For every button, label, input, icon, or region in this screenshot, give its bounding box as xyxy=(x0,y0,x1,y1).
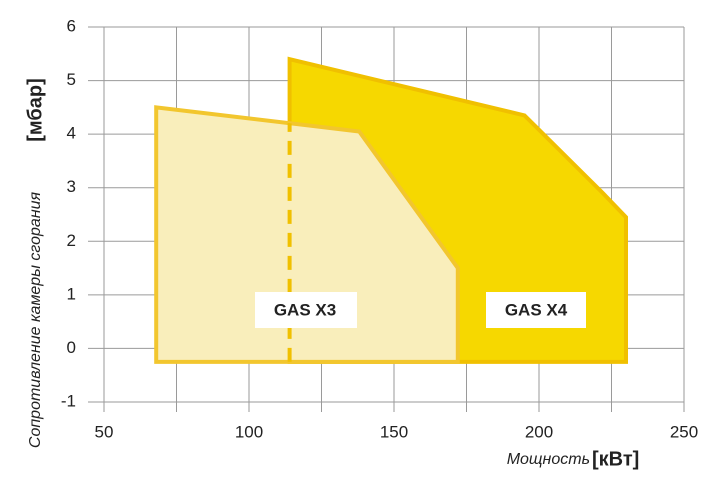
x-tick-label: 250 xyxy=(670,422,698,441)
x-axis-unit: [кВт] xyxy=(592,448,639,470)
x-tick-label: 50 xyxy=(95,422,114,441)
x-tick-label: 200 xyxy=(525,422,553,441)
x-axis-label: Мощность xyxy=(507,451,590,468)
x-tick-label: 100 xyxy=(235,422,263,441)
label-box xyxy=(255,292,357,328)
series-label: GAS X4 xyxy=(505,300,568,319)
y-tick-label: 2 xyxy=(67,231,76,250)
y-tick-label: -1 xyxy=(61,391,76,410)
marks: GAS X3 GAS X4 xyxy=(154,56,628,364)
y-tick-label: 3 xyxy=(67,177,76,196)
y-axis-unit: [мбар] xyxy=(24,78,46,142)
y-tick-label: 4 xyxy=(67,124,76,143)
y-tick-label: 5 xyxy=(67,70,76,89)
y-tick-label: 1 xyxy=(67,284,76,303)
y-axis-label: Сопротивление камеры сгорания xyxy=(27,191,44,448)
label-box xyxy=(486,292,586,328)
y-tick-label: 0 xyxy=(67,338,76,357)
area xyxy=(154,105,460,364)
y-tick-label: 6 xyxy=(67,16,76,35)
series-label: GAS X3 xyxy=(274,300,336,319)
x-tick-label: 150 xyxy=(380,422,408,441)
